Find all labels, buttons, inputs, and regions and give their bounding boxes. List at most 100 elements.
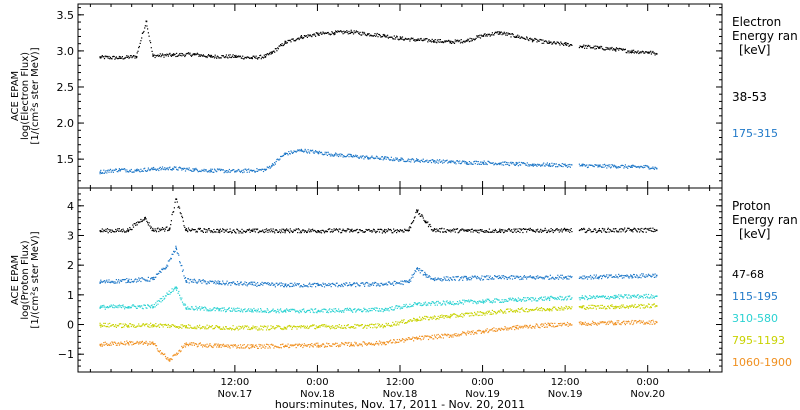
electron-point [636, 166, 638, 168]
proton-point [339, 284, 341, 286]
electron-point [463, 160, 465, 162]
proton-point [556, 309, 558, 311]
proton-point [104, 308, 106, 310]
proton-point [142, 308, 144, 310]
proton-point [543, 277, 545, 279]
electron-point [111, 170, 113, 172]
proton-point [497, 231, 499, 233]
proton-point [319, 284, 321, 286]
electron-point [586, 164, 588, 166]
proton-point [472, 276, 474, 278]
electron-point [338, 31, 340, 33]
proton-point [389, 229, 391, 231]
electron-point [203, 168, 205, 170]
electron-point-key [367, 33, 369, 36]
proton-point [359, 324, 361, 326]
electron-point [601, 166, 603, 168]
proton-point [602, 295, 604, 297]
proton-point [159, 229, 161, 232]
proton-point [520, 228, 522, 230]
proton-point [355, 327, 357, 329]
electron-point [634, 165, 636, 167]
proton-point-key [251, 309, 253, 312]
proton-point [626, 296, 628, 298]
proton-point [331, 283, 333, 285]
proton-point [155, 323, 157, 325]
electron-point [169, 166, 171, 168]
electron-point [369, 157, 372, 159]
proton-point [144, 342, 146, 344]
proton-point [121, 326, 123, 328]
electron-point [258, 169, 260, 171]
proton-point [580, 277, 582, 279]
proton-point [266, 327, 268, 329]
electron-point [566, 42, 569, 45]
electron-point [204, 55, 206, 57]
electron-point [263, 54, 265, 56]
electron-point [598, 46, 600, 48]
proton-point [297, 325, 299, 328]
proton-point [514, 277, 516, 279]
electron-point [326, 32, 328, 34]
proton-point [172, 253, 174, 255]
electron-point [544, 165, 546, 167]
proton-point [650, 230, 652, 232]
proton-point [310, 231, 312, 233]
proton-point [442, 316, 444, 318]
proton-point [323, 308, 326, 310]
proton-point-key [99, 324, 102, 327]
proton-point [651, 230, 653, 232]
electron-point [610, 48, 612, 50]
electron-point-key [271, 164, 273, 167]
proton-point [496, 298, 498, 300]
electron-point [384, 36, 386, 38]
proton-point [600, 230, 602, 232]
proton-point [411, 222, 413, 224]
proton-point [464, 276, 466, 278]
proton-point [636, 274, 638, 276]
proton-point [364, 231, 366, 233]
electron-point [595, 45, 597, 47]
proton-point [179, 349, 181, 351]
electron-point [142, 32, 144, 34]
proton-point [307, 286, 309, 288]
proton-point [473, 300, 475, 302]
proton-point [323, 324, 326, 326]
proton-point [118, 228, 120, 230]
proton-point-key [515, 299, 518, 301]
proton-point [390, 324, 392, 326]
electron-point [552, 41, 554, 44]
proton-point [641, 295, 644, 298]
proton-point [439, 231, 441, 233]
electron-point [253, 55, 255, 57]
proton-point [344, 308, 346, 310]
proton-point [585, 231, 587, 234]
electron-point [129, 55, 132, 57]
electron-point [410, 161, 412, 163]
electron-point [414, 40, 416, 42]
proton-point [427, 226, 430, 228]
proton-point [147, 276, 149, 278]
proton-point [508, 228, 511, 230]
proton-point [329, 283, 331, 285]
proton-point [586, 229, 589, 231]
proton-point [653, 297, 655, 299]
electron-point [195, 54, 197, 56]
proton-point [120, 279, 122, 281]
proton-point [419, 319, 421, 322]
electron-point [450, 40, 452, 42]
proton-point [171, 324, 173, 326]
proton-point [320, 284, 322, 286]
electron-point [635, 166, 637, 168]
proton-point [468, 315, 470, 317]
proton-point [531, 300, 533, 302]
proton-point [231, 344, 233, 346]
electron-point [155, 169, 158, 171]
proton-point [279, 282, 281, 284]
proton-point [439, 316, 441, 318]
proton-point [281, 311, 283, 313]
proton-point [628, 306, 630, 308]
electron-point [356, 155, 358, 157]
proton-point [546, 299, 548, 301]
electron-point [491, 32, 493, 34]
